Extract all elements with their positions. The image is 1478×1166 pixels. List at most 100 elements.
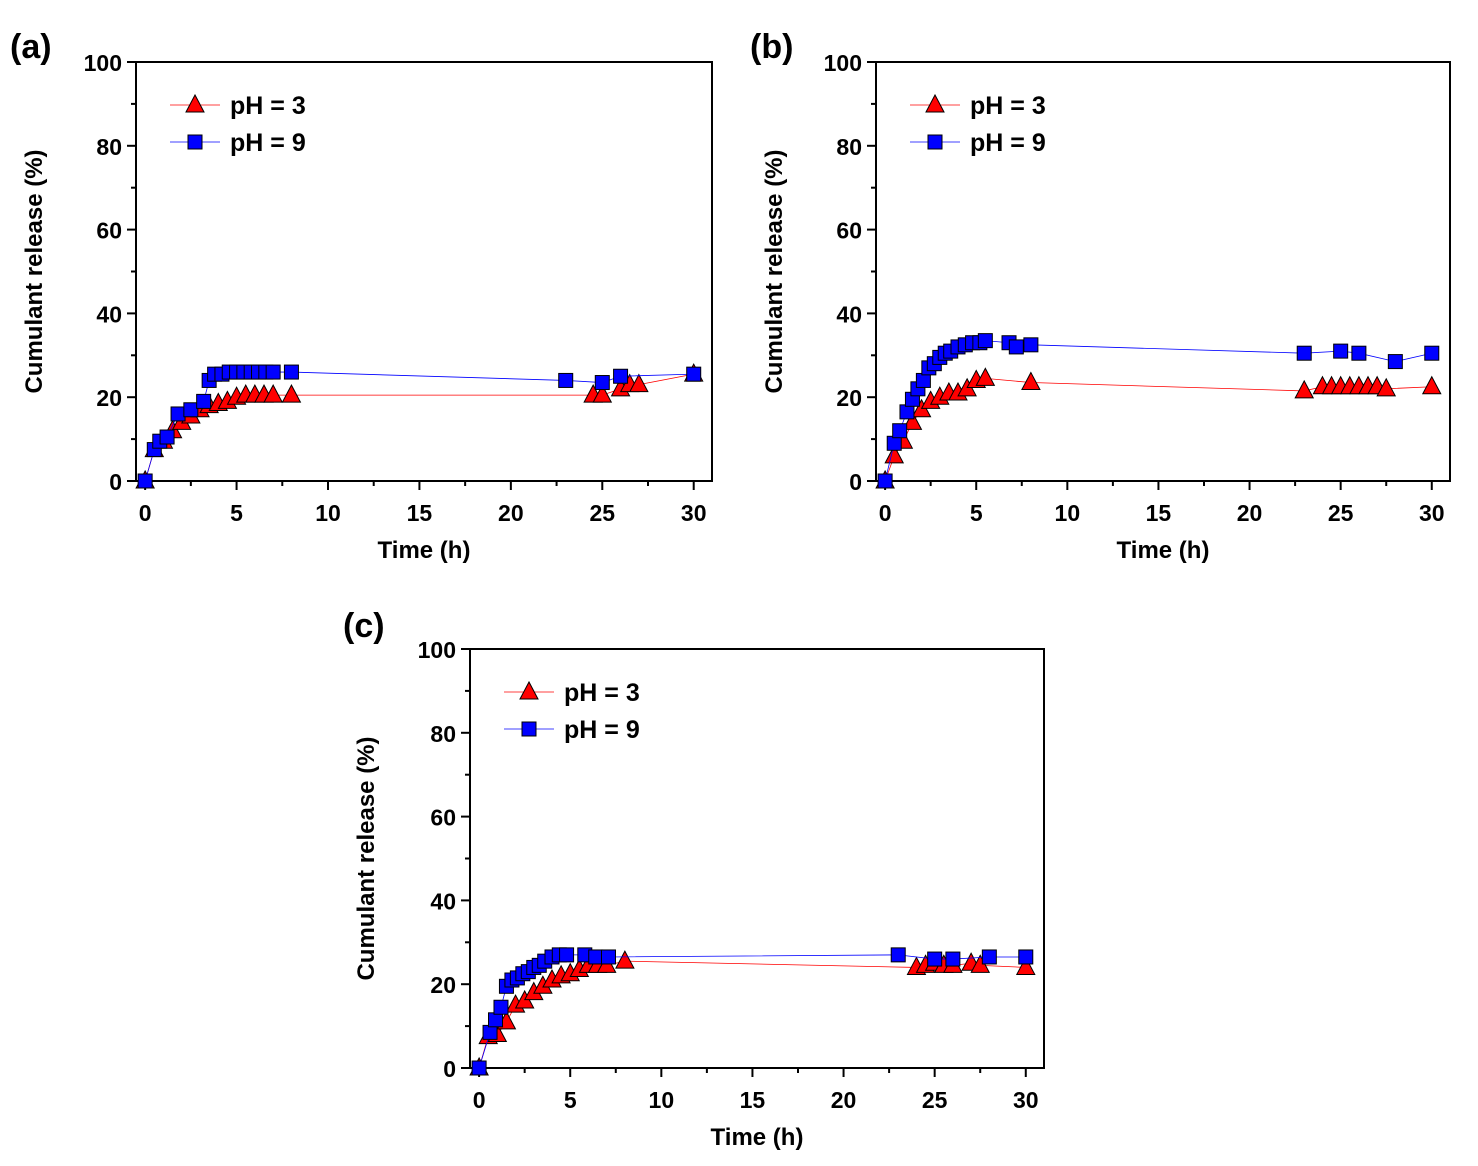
series-ph9 (877, 333, 1440, 489)
data-point (1015, 956, 1036, 975)
data-point (263, 384, 283, 403)
data-point (902, 411, 923, 430)
data-point (1023, 337, 1039, 353)
legend-label: pH = 9 (564, 716, 640, 744)
data-point (899, 404, 915, 420)
data-point (886, 435, 902, 451)
plot-frame (135, 61, 713, 482)
x-tick-label: 30 (1013, 1087, 1039, 1113)
data-point (170, 406, 186, 422)
x-tick-label: 20 (1237, 500, 1263, 526)
y-tick-label: 100 (84, 50, 122, 76)
x-tick-label: 25 (1328, 500, 1354, 526)
series-ph3 (469, 950, 1036, 1076)
x-tick-label: 25 (589, 500, 615, 526)
x-axis-title: Time (h) (378, 537, 471, 564)
y-tick-label: 60 (96, 218, 122, 244)
legend-label: pH = 3 (970, 92, 1046, 120)
x-tick-label: 10 (1055, 500, 1081, 526)
y-tick-label: 20 (430, 972, 456, 998)
x-tick-label: 15 (740, 1087, 766, 1113)
y-axis-title: Cumulant release (%) (21, 149, 48, 393)
data-point (1376, 377, 1397, 397)
data-point (493, 999, 509, 1015)
data-point (488, 1012, 504, 1028)
legend: pH = 3 pH = 9 (170, 92, 306, 157)
y-axis-title: Cumulant release (%) (761, 149, 788, 393)
x-tick-label: 10 (315, 500, 341, 526)
x-tick-label: 15 (407, 500, 433, 526)
data-point (613, 368, 629, 384)
legend: pH = 3 pH = 9 (910, 92, 1046, 157)
data-point (1387, 354, 1403, 370)
data-point (1008, 339, 1024, 355)
y-tick-label: 20 (836, 385, 862, 411)
x-tick-label: 10 (649, 1087, 675, 1113)
x-tick-label: 30 (681, 500, 707, 526)
data-point (1294, 379, 1315, 399)
y-tick-label: 40 (430, 888, 456, 914)
data-point (1421, 375, 1442, 395)
data-point (1333, 343, 1349, 359)
y-tick-label: 60 (430, 805, 456, 831)
legend: pH = 3 pH = 9 (504, 679, 640, 744)
x-axis-title: Time (h) (711, 1124, 804, 1151)
data-point (1424, 345, 1440, 361)
data-point (945, 951, 961, 967)
data-point (588, 949, 604, 965)
legend-label: pH = 3 (230, 92, 306, 120)
y-tick-label: 80 (430, 721, 456, 747)
data-point (592, 384, 613, 403)
data-point (471, 1060, 487, 1076)
legend-marker (187, 134, 203, 150)
legend-label: pH = 9 (230, 129, 306, 157)
panel-label: (b) (750, 28, 793, 66)
y-axis-title: Cumulant release (%) (353, 736, 380, 980)
y-tick-label: 0 (849, 469, 862, 495)
legend-label: pH = 9 (970, 129, 1046, 157)
data-point (196, 393, 212, 409)
panel-label: (c) (343, 607, 385, 645)
data-point (159, 429, 175, 445)
data-point (615, 950, 635, 969)
legend-marker (927, 134, 943, 150)
data-point (892, 423, 908, 439)
chart-panel-3: 0 20 40 60 80 100 0 5 10 15 20 25 30 Time (h) Cumulant… (343, 607, 1045, 1151)
data-point (981, 949, 997, 965)
series-line (884, 340, 1432, 482)
data-point (558, 372, 574, 388)
data-point (283, 364, 299, 380)
series-line (144, 373, 694, 482)
x-tick-label: 20 (498, 500, 524, 526)
data-point (890, 947, 906, 963)
data-point (1021, 371, 1041, 391)
panel-label: (a) (10, 28, 52, 66)
y-tick-label: 80 (96, 134, 122, 160)
legend-marker (925, 93, 945, 113)
data-point (877, 473, 893, 489)
series-ph9 (471, 947, 1034, 1076)
y-tick-label: 80 (836, 134, 862, 160)
data-point (686, 366, 702, 382)
x-tick-label: 30 (1419, 500, 1445, 526)
series-line (144, 371, 694, 482)
legend-marker (519, 680, 539, 700)
y-tick-label: 40 (96, 301, 122, 327)
legend-marker (185, 93, 205, 113)
x-tick-label: 15 (1146, 500, 1172, 526)
data-point (1296, 345, 1312, 361)
data-point (137, 473, 153, 489)
data-point (977, 333, 993, 349)
x-tick-label: 0 (139, 500, 152, 526)
x-tick-label: 5 (970, 500, 983, 526)
legend-label: pH = 3 (564, 679, 640, 707)
data-point (884, 444, 905, 464)
data-point (600, 949, 616, 965)
data-point (1018, 949, 1034, 965)
y-tick-label: 20 (96, 385, 122, 411)
x-tick-label: 20 (831, 1087, 857, 1113)
y-tick-label: 100 (824, 50, 862, 76)
data-point (915, 372, 931, 388)
chart-panel-2: 0 20 40 60 80 100 0 5 10 15 20 25 30 Time (h) Cumulant… (750, 28, 1451, 564)
chart-panel-1: 0 20 40 60 80 100 0 5 10 15 20 25 30 Time (h) Cumulant… (10, 28, 713, 564)
